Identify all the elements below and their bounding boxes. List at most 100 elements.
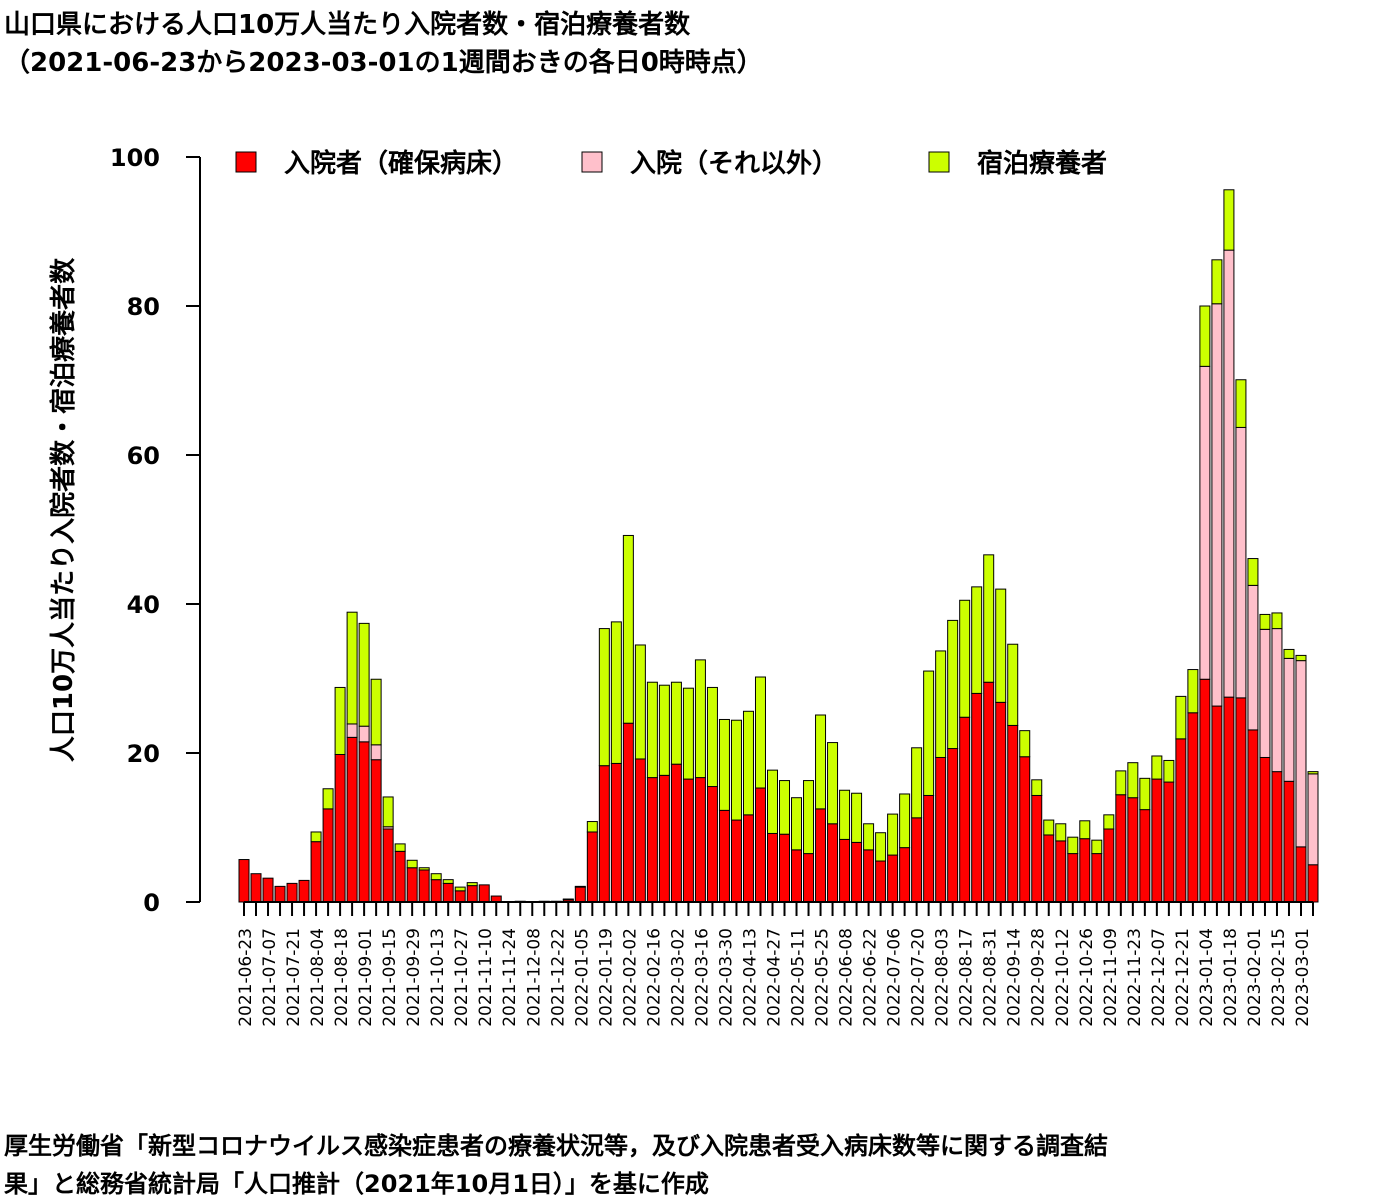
bar-segment-2	[1283, 648, 1295, 659]
bar-segment-2	[430, 873, 442, 881]
bar-segment-2	[370, 678, 382, 746]
bar-segment-1	[1307, 773, 1319, 866]
bar-segment-0	[730, 819, 742, 903]
x-tick-label: 2022-08-17	[957, 928, 977, 1027]
bar-segment-0	[646, 777, 658, 903]
bar-segment-2	[1127, 762, 1139, 799]
bar-segment-0	[995, 701, 1007, 903]
x-tick-label: 2022-03-02	[668, 928, 688, 1027]
bar-segment-0	[1307, 864, 1319, 903]
y-tick-label: 80	[127, 293, 160, 321]
bar-segment-0	[610, 762, 622, 903]
bar-segment-0	[1115, 794, 1127, 903]
bar-segment-0	[478, 884, 490, 903]
bar-segment-0	[1211, 705, 1223, 903]
bar-segment-2	[1259, 613, 1271, 630]
bar-segment-0	[442, 882, 454, 903]
bar-segment-0	[238, 859, 250, 903]
x-tick-label: 2021-12-08	[524, 928, 544, 1027]
bar-segment-0	[1259, 756, 1271, 903]
legend-label-1: 入院（それ以外）	[630, 148, 838, 179]
legend-label-0: 入院者（確保病床）	[284, 148, 518, 179]
bar-segment-0	[1151, 778, 1163, 903]
bar-segment-1	[370, 744, 382, 761]
y-tick-label: 20	[127, 740, 160, 768]
bar-segment-1	[1235, 426, 1247, 699]
x-tick-label: 2021-10-13	[428, 928, 448, 1027]
bar-segment-2	[1163, 759, 1175, 783]
bar-segment-0	[911, 817, 923, 903]
bar-segment-2	[779, 780, 791, 835]
bar-segment-0	[851, 841, 863, 903]
x-tick-label: 2021-07-21	[284, 928, 304, 1027]
bar-segment-2	[730, 719, 742, 821]
bar-segment-0	[1163, 781, 1175, 903]
x-tick-label: 2022-07-20	[909, 928, 929, 1027]
y-tick-label: 0	[143, 889, 160, 917]
bar-segment-0	[1283, 780, 1295, 903]
x-tick-label: 2023-01-04	[1197, 928, 1217, 1027]
bar-segment-2	[1151, 755, 1163, 780]
x-tick-label: 2022-09-28	[1029, 928, 1049, 1027]
bar-segment-2	[791, 797, 803, 851]
bar-segment-0	[346, 736, 358, 903]
x-tick-label: 2021-08-04	[308, 928, 328, 1027]
bar-segment-0	[718, 809, 730, 903]
bar-segment-2	[1031, 779, 1043, 796]
bar-segment-0	[1175, 738, 1187, 903]
bar-segment-0	[899, 847, 911, 903]
bar-segment-2	[1247, 558, 1259, 586]
chart-title: 山口県における人口10万人当たり入院者数・宿泊療養者数	[4, 10, 691, 40]
bar-segment-0	[803, 853, 815, 903]
bar-segment-2	[334, 686, 346, 755]
bar-segment-2	[1019, 730, 1031, 758]
bar-segment-1	[358, 725, 370, 743]
x-tick-label: 2023-02-01	[1245, 928, 1265, 1027]
bar-segment-0	[382, 828, 394, 903]
bar-segment-0	[574, 886, 586, 903]
bar-segment-0	[274, 885, 286, 903]
x-tick-label: 2022-01-05	[572, 928, 592, 1027]
x-tick-label: 2022-08-03	[933, 928, 953, 1027]
x-tick-label: 2022-05-11	[789, 928, 809, 1027]
y-tick-label: 40	[127, 591, 160, 619]
bar-segment-0	[670, 763, 682, 903]
bar-segment-2	[442, 879, 454, 884]
bar-segment-0	[923, 794, 935, 903]
bar-segment-2	[454, 886, 466, 892]
bar-segment-2	[670, 681, 682, 765]
bar-segment-0	[1043, 834, 1055, 903]
bar-segment-2	[718, 718, 730, 811]
bar-segment-2	[754, 676, 766, 789]
bar-segment-2	[562, 898, 574, 901]
bar-segment-0	[1127, 797, 1139, 903]
bar-segment-0	[1271, 771, 1283, 903]
bar-segment-0	[875, 860, 887, 903]
stacked-bar-chart: 0 20 40 60 80 100 2021-06-23 2021-07-07 2021-07…	[48, 144, 1319, 1027]
x-tick-label: 2022-06-08	[837, 928, 857, 1027]
bar-segment-2	[1115, 770, 1127, 796]
bar-segment-0	[983, 681, 995, 903]
bar-segment-1	[1247, 584, 1259, 731]
bar-segment-0	[694, 777, 706, 903]
bar-segment-2	[959, 599, 971, 718]
bar-segment-2	[911, 747, 923, 819]
bar-segment-0	[598, 765, 610, 903]
bar-segment-2	[622, 534, 634, 724]
bar-segment-2	[634, 644, 646, 760]
bar-segment-0	[863, 849, 875, 903]
bar-segment-2	[658, 684, 670, 776]
x-tick-label: 2022-04-27	[764, 928, 784, 1027]
bar-segment-2	[839, 789, 851, 840]
bar-segment-2	[935, 650, 947, 758]
x-tick-label: 2021-10-27	[452, 928, 472, 1027]
bar-segment-2	[1199, 305, 1211, 367]
bar-segment-0	[682, 778, 694, 903]
bar-segment-2	[899, 793, 911, 849]
bar-segment-0	[1223, 696, 1235, 903]
bar-segment-2	[310, 831, 322, 843]
bar-segment-0	[262, 877, 274, 903]
bar-segment-0	[634, 758, 646, 903]
bar-segment-2	[1043, 819, 1055, 836]
x-tick-label: 2022-12-21	[1173, 928, 1193, 1027]
